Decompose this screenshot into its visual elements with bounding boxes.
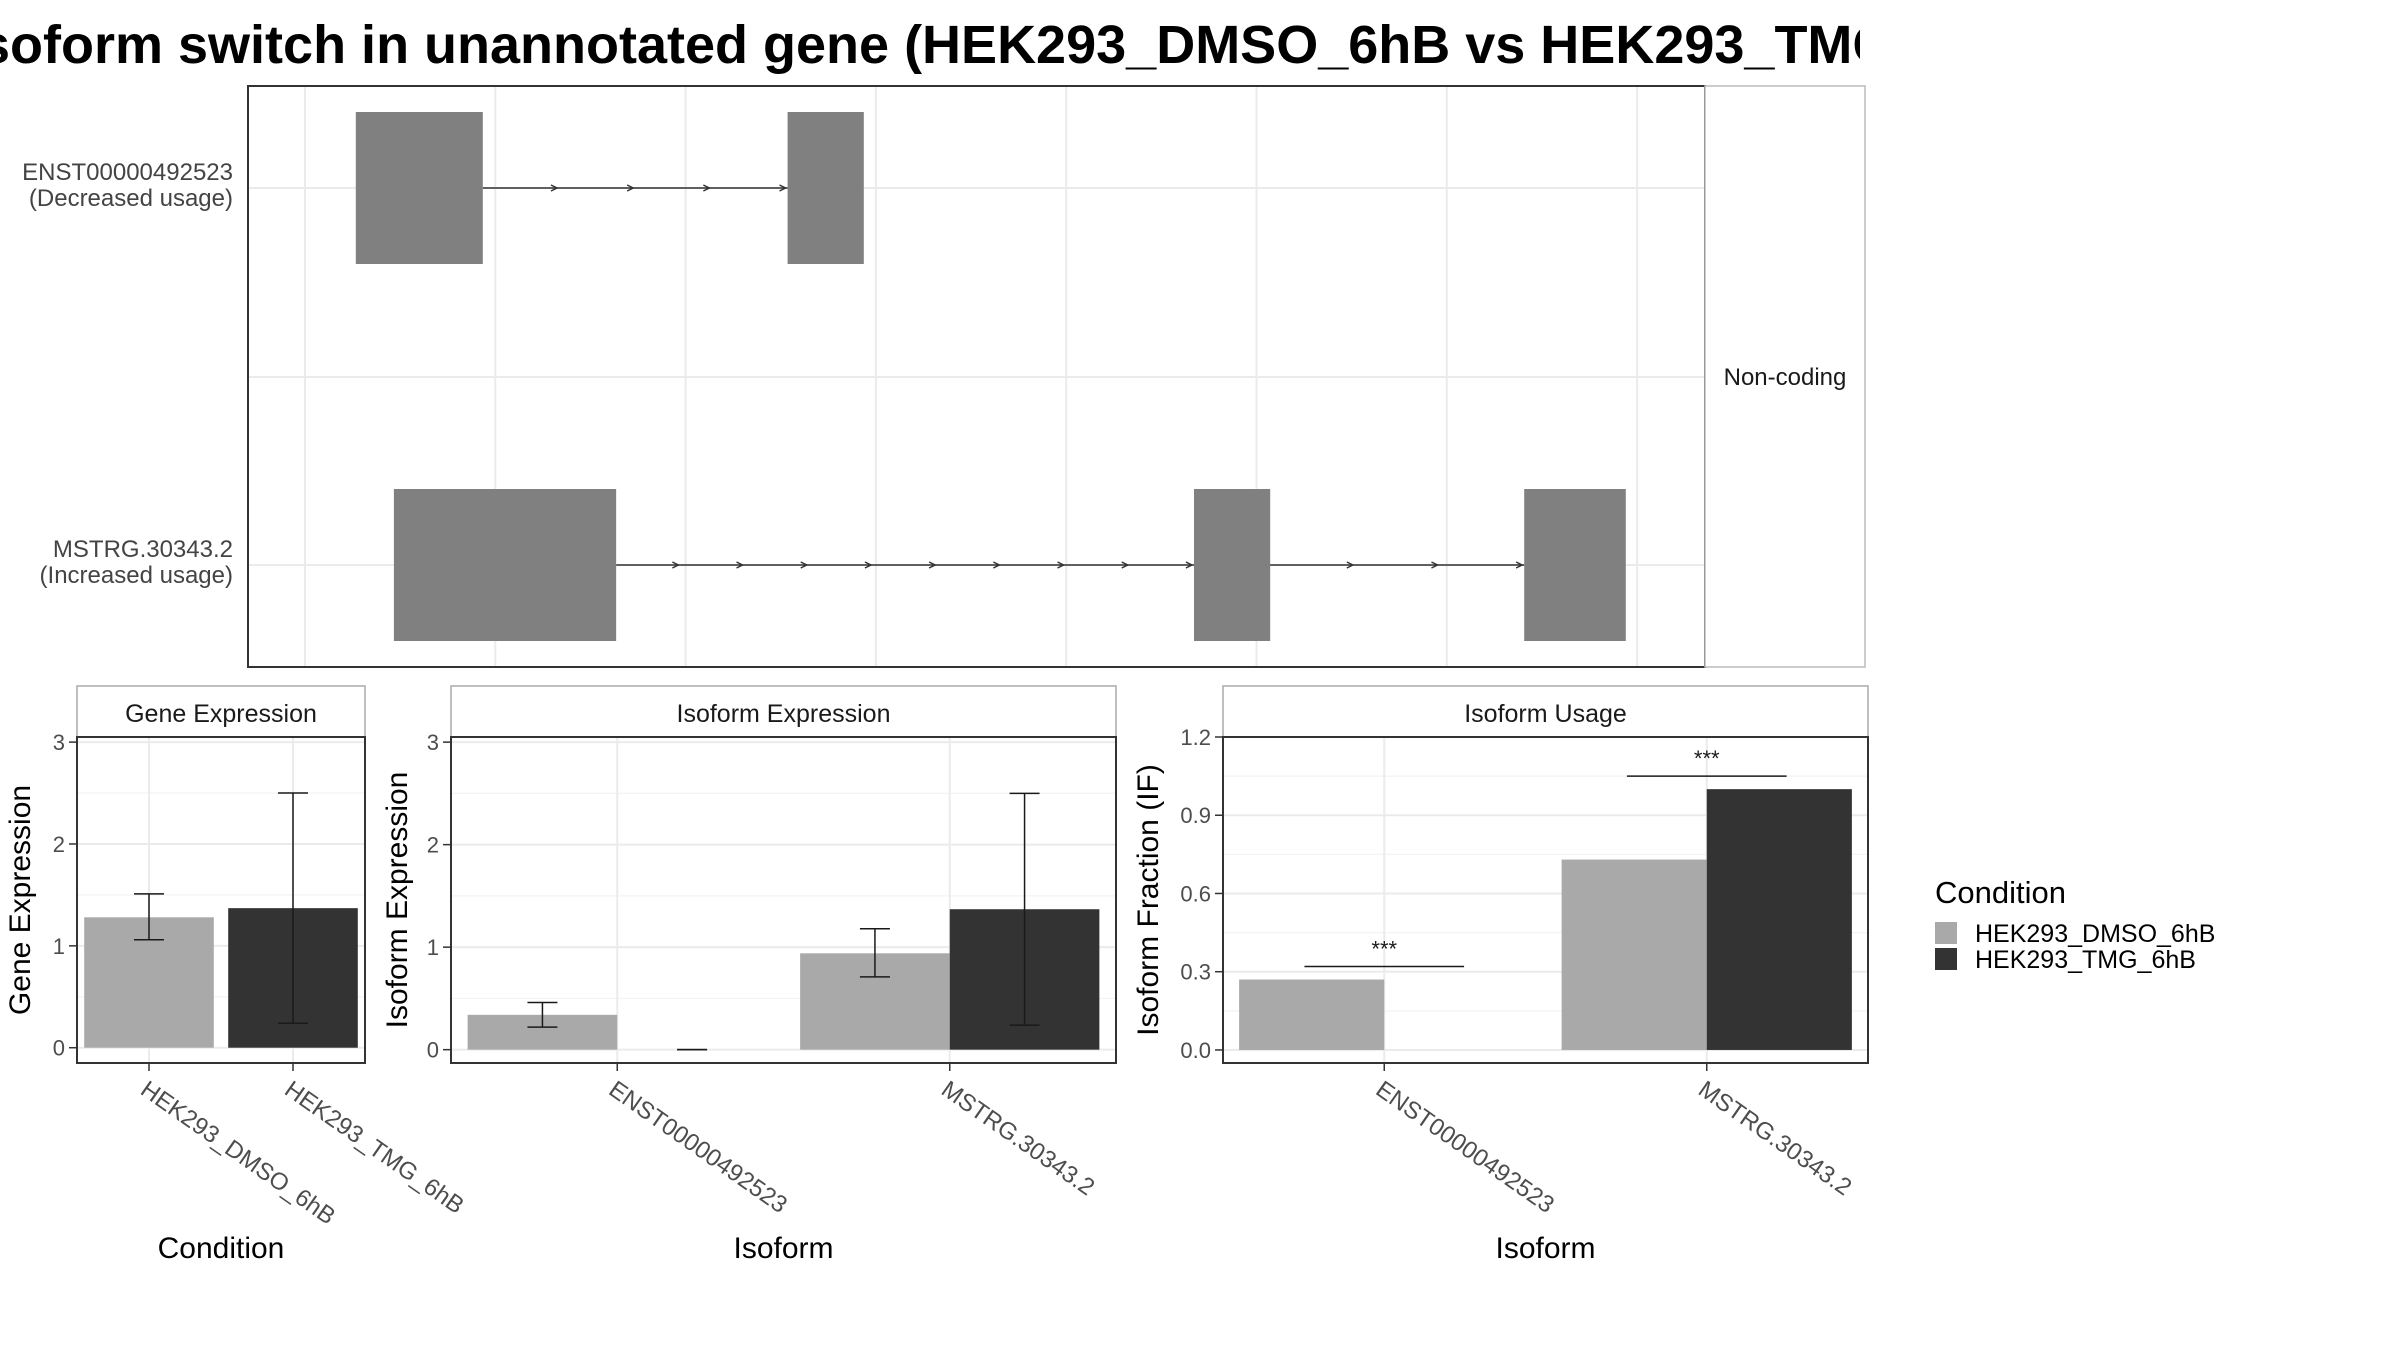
exon-block [355, 112, 483, 264]
exon-block [787, 112, 864, 264]
intron-arrow [1185, 561, 1194, 569]
x-tick-label: ENST00000492523 [1371, 1076, 1559, 1219]
y-tick-label: 3 [53, 730, 65, 755]
x-tick-label: MSTRG.30343.2 [936, 1076, 1099, 1201]
panel-strip [450, 685, 1117, 738]
legend-swatch [1935, 948, 1957, 970]
legend-swatch [1935, 922, 1957, 944]
intron-arrow [1515, 561, 1524, 569]
intron-arrow [703, 184, 712, 192]
strip-box [1704, 85, 1866, 668]
bar [1706, 789, 1852, 1050]
y-tick-label: 1 [427, 935, 439, 960]
transcript-usage-label: (Decreased usage) [29, 185, 233, 212]
legend-title: Condition [1935, 875, 2066, 910]
intron-arrow [928, 561, 937, 569]
intron-arrow [1346, 561, 1355, 569]
significance-label: *** [1371, 937, 1397, 962]
panel-border [76, 736, 366, 1064]
exon-block [1194, 489, 1271, 641]
significance-label: *** [1694, 746, 1720, 771]
y-tick-label: 1 [53, 934, 65, 959]
bar [1561, 859, 1707, 1050]
intron-arrow [864, 561, 873, 569]
y-tick-label: 1.2 [1180, 725, 1211, 750]
y-tick-label: 3 [427, 730, 439, 755]
intron-arrow [550, 184, 559, 192]
intron-arrow [672, 561, 681, 569]
y-axis-title: Isoform Fraction (IF) [1132, 764, 1165, 1036]
intron-arrow [1121, 561, 1130, 569]
y-tick-label: 0.9 [1180, 803, 1211, 828]
transcript-label: ENST00000492523 [22, 159, 233, 186]
x-tick-label: MSTRG.30343.2 [1693, 1076, 1856, 1201]
panel-border [450, 736, 1117, 1064]
panel-strip [76, 685, 366, 738]
intron-arrow [1431, 561, 1440, 569]
transcript-label: MSTRG.30343.2 [53, 536, 233, 563]
panel-border [1222, 736, 1869, 1064]
intron-arrow [779, 184, 788, 192]
y-tick-label: 0.6 [1180, 881, 1211, 906]
legend-label: HEK293_TMG_6hB [1975, 946, 2196, 974]
x-axis-title: Isoform [733, 1232, 833, 1265]
y-axis-title: Isoform Expression [381, 772, 414, 1029]
x-tick-label: ENST00000492523 [604, 1076, 792, 1219]
strip-label: Non-coding [1724, 364, 1847, 391]
intron-arrow [736, 561, 745, 569]
intron-arrow [1057, 561, 1066, 569]
intron-arrow [800, 561, 809, 569]
y-tick-label: 2 [53, 832, 65, 857]
legend-label: HEK293_DMSO_6hB [1975, 920, 2215, 948]
y-tick-label: 0.3 [1180, 960, 1211, 985]
exon-block [393, 489, 617, 641]
intron-arrow [993, 561, 1002, 569]
exon-block [1524, 489, 1626, 641]
y-tick-label: 2 [427, 833, 439, 858]
panel-title: Gene Expression [125, 700, 317, 728]
y-axis-title: Gene Expression [4, 785, 37, 1015]
bar [1239, 979, 1385, 1050]
y-tick-label: 0 [53, 1036, 65, 1061]
x-axis-title: Condition [158, 1232, 285, 1265]
transcript-usage-label: (Increased usage) [40, 562, 233, 589]
panel-strip [1222, 685, 1869, 738]
y-tick-label: 0.0 [1180, 1038, 1211, 1063]
x-axis-title: Isoform [1495, 1232, 1595, 1265]
panel-title: Isoform Expression [677, 700, 891, 728]
page-title: Isoform switch in unannotated gene (HEK2… [0, 15, 1860, 75]
intron-arrow [626, 184, 635, 192]
panel-title: Isoform Usage [1464, 700, 1627, 728]
y-tick-label: 0 [427, 1038, 439, 1063]
